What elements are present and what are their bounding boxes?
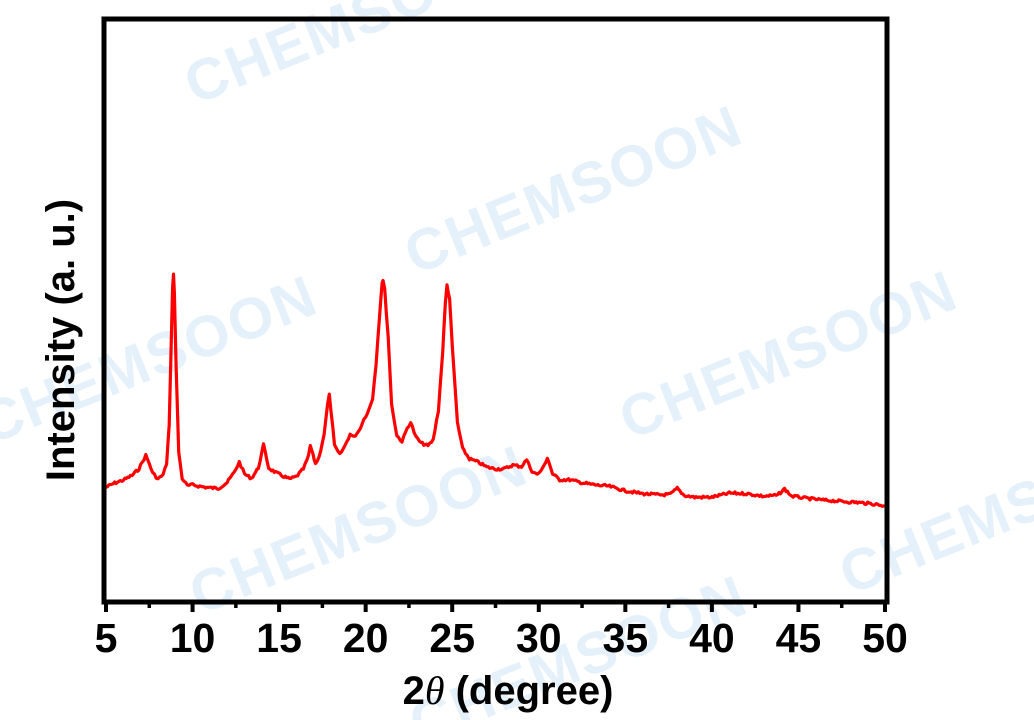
x-tick-label: 35 <box>603 615 649 661</box>
x-tick-label: 25 <box>429 615 475 661</box>
watermark-text: CHEMSOON <box>831 413 1034 607</box>
x-axis-title-prefix: 2 <box>403 669 425 713</box>
x-axis-ticks <box>104 602 887 612</box>
xrd-data-line <box>104 272 887 508</box>
x-tick-label: 50 <box>862 615 908 661</box>
x-tick-label: 45 <box>776 615 822 661</box>
x-tick-label: 5 <box>95 615 118 661</box>
x-axis-tick-labels: 5 10 15 20 25 30 35 40 45 50 <box>95 615 908 661</box>
x-axis-title-suffix: (degree) <box>444 669 613 713</box>
x-axis-title: 2θ (degree) <box>403 668 614 713</box>
x-tick-label: 40 <box>689 615 735 661</box>
y-axis-title: Intensity (a. u.) <box>39 199 83 481</box>
theta-symbol: θ <box>425 668 445 713</box>
watermark-text: CHEMSOON <box>396 93 752 287</box>
watermark-text: CHEMSOON <box>611 258 967 452</box>
x-tick-label: 15 <box>256 615 302 661</box>
x-tick-label: 20 <box>343 615 389 661</box>
x-tick-label: 10 <box>170 615 216 661</box>
x-tick-label: 30 <box>516 615 562 661</box>
